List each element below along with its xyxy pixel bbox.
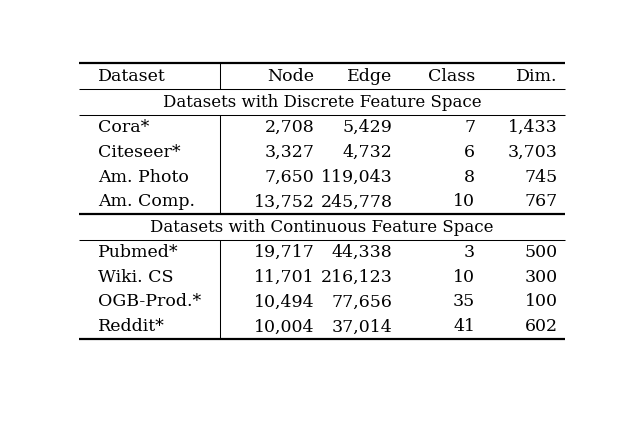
Text: OGB-Prod.*: OGB-Prod.*: [98, 293, 201, 310]
Text: 4,732: 4,732: [342, 144, 392, 161]
Text: 7,650: 7,650: [265, 168, 315, 186]
Text: 7: 7: [464, 119, 475, 136]
Text: 745: 745: [524, 168, 558, 186]
Text: 602: 602: [525, 318, 558, 335]
Text: 500: 500: [525, 244, 558, 261]
Text: 10: 10: [453, 194, 475, 210]
Text: 119,043: 119,043: [321, 168, 392, 186]
Text: 6: 6: [464, 144, 475, 161]
Text: 216,123: 216,123: [320, 269, 392, 286]
Text: 5,429: 5,429: [342, 119, 392, 136]
Text: 8: 8: [464, 168, 475, 186]
Text: 10,004: 10,004: [254, 318, 315, 335]
Text: 100: 100: [525, 293, 558, 310]
Text: Citeseer*: Citeseer*: [98, 144, 181, 161]
Text: 3,703: 3,703: [508, 144, 558, 161]
Text: Datasets with Discrete Feature Space: Datasets with Discrete Feature Space: [163, 94, 481, 110]
Text: 300: 300: [525, 269, 558, 286]
Text: 35: 35: [453, 293, 475, 310]
Text: Pubmed*: Pubmed*: [98, 244, 178, 261]
Text: 44,338: 44,338: [332, 244, 392, 261]
Text: 41: 41: [453, 318, 475, 335]
Text: Node: Node: [268, 68, 315, 85]
Text: 767: 767: [524, 194, 558, 210]
Text: 37,014: 37,014: [332, 318, 392, 335]
Text: 3,327: 3,327: [264, 144, 315, 161]
Text: Class: Class: [428, 68, 475, 85]
Text: 10: 10: [453, 269, 475, 286]
Text: 245,778: 245,778: [320, 194, 392, 210]
Text: 11,701: 11,701: [254, 269, 315, 286]
Text: 19,717: 19,717: [254, 244, 315, 261]
Text: Datasets with Continuous Feature Space: Datasets with Continuous Feature Space: [150, 219, 494, 236]
Text: Reddit*: Reddit*: [98, 318, 165, 335]
Text: Dim.: Dim.: [516, 68, 558, 85]
Text: 2,708: 2,708: [265, 119, 315, 136]
Text: Wiki. CS: Wiki. CS: [98, 269, 173, 286]
Text: 13,752: 13,752: [254, 194, 315, 210]
Text: Dataset: Dataset: [98, 68, 166, 85]
Text: 1,433: 1,433: [508, 119, 558, 136]
Text: Am. Comp.: Am. Comp.: [98, 194, 195, 210]
Text: 77,656: 77,656: [332, 293, 392, 310]
Text: 10,494: 10,494: [254, 293, 315, 310]
Text: Edge: Edge: [347, 68, 392, 85]
Text: 3: 3: [464, 244, 475, 261]
Text: Am. Photo: Am. Photo: [98, 168, 189, 186]
Text: Cora*: Cora*: [98, 119, 149, 136]
